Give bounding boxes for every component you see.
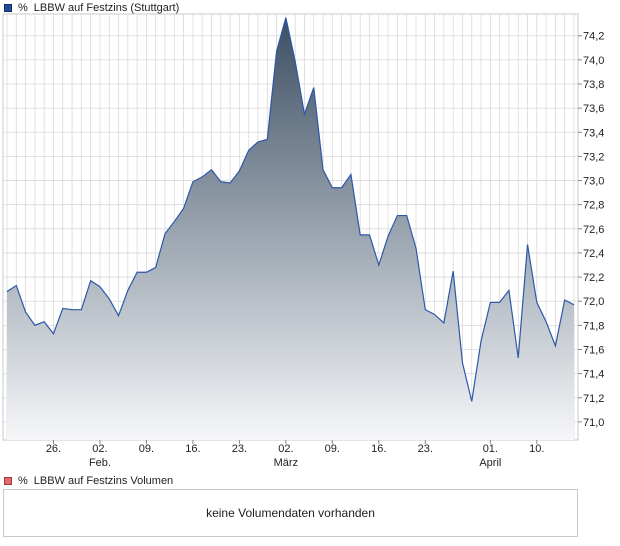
y-tick-label: 73,0 xyxy=(583,176,604,188)
volume-legend-swatch xyxy=(4,477,12,485)
y-tick-label: 73,2 xyxy=(583,151,604,163)
y-tick-label: 71,8 xyxy=(583,320,604,332)
y-tick-label: 74,2 xyxy=(583,31,604,43)
x-tick-label: 02. xyxy=(278,443,293,455)
volume-empty-message: keine Volumendaten vorhanden xyxy=(206,506,375,520)
x-tick-label: 16. xyxy=(185,443,200,455)
y-tick-label: 71,2 xyxy=(583,393,604,405)
x-axis: 26. 02. Feb. 09. 16. 23. 02. März 09. 16. 23. 01. Ap… xyxy=(46,440,544,469)
price-line xyxy=(6,17,575,402)
y-tick-label: 73,8 xyxy=(583,79,604,91)
volume-legend-unit: % xyxy=(18,475,28,487)
x-tick-month-label: März xyxy=(274,457,298,469)
x-tick-label: 09. xyxy=(139,443,154,455)
y-tick-label: 72,0 xyxy=(583,296,604,308)
y-tick-label: 71,4 xyxy=(583,369,604,381)
x-tick-label: 23. xyxy=(232,443,247,455)
y-tick-label: 71,6 xyxy=(583,344,604,356)
price-legend: % LBBW auf Festzins (Stuttgart) xyxy=(4,1,179,15)
y-tick-label: 72,8 xyxy=(583,200,604,212)
volume-legend: % LBBW auf Festzins Volumen xyxy=(4,474,173,488)
volume-panel: keine Volumendaten vorhanden xyxy=(3,489,578,537)
x-tick-month-label: April xyxy=(479,457,501,469)
x-tick-label: 26. xyxy=(46,443,61,455)
y-tick-label: 73,6 xyxy=(583,103,604,115)
y-tick-label: 73,4 xyxy=(583,127,604,139)
y-tick-label: 72,4 xyxy=(583,248,604,260)
y-tick-label: 72,2 xyxy=(583,272,604,284)
y-tick-label: 72,6 xyxy=(583,224,604,236)
y-axis: 71,0 71,2 71,4 71,6 71,8 72,0 72,2 72,4 72,6 72,8… xyxy=(578,31,604,429)
y-tick-label: 74,0 xyxy=(583,55,604,67)
x-tick-label: 02. xyxy=(92,443,107,455)
volume-legend-label: LBBW auf Festzins Volumen xyxy=(33,475,174,487)
x-tick-label: 10. xyxy=(529,443,544,455)
x-tick-label: 01. xyxy=(483,443,498,455)
x-tick-label: 23. xyxy=(418,443,433,455)
price-legend-unit: % xyxy=(18,2,28,14)
y-tick-label: 71,0 xyxy=(583,417,604,429)
price-legend-swatch xyxy=(4,4,12,12)
x-tick-month-label: Feb. xyxy=(89,457,111,469)
x-tick-label: 09. xyxy=(325,443,340,455)
x-tick-label: 16. xyxy=(371,443,386,455)
price-legend-label: LBBW auf Festzins (Stuttgart) xyxy=(33,2,180,14)
price-area xyxy=(7,17,574,441)
price-chart: 71,0 71,2 71,4 71,6 71,8 72,0 72,2 72,4 72,6 72,8… xyxy=(2,13,604,469)
